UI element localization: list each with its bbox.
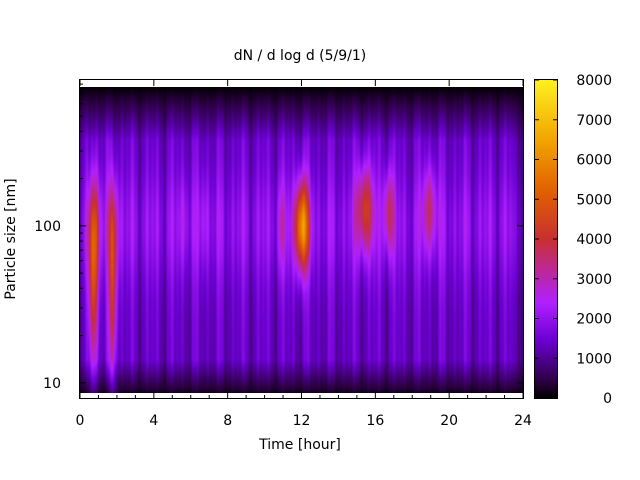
colorbar-tick-label: 2000: [576, 312, 612, 328]
colorbar: [535, 80, 557, 398]
plot-frame: [79, 79, 524, 399]
colorbar-tick-label: 3000: [576, 272, 612, 288]
heatmap-area: [80, 87, 523, 393]
y-axis-label: Particle size [nm]: [3, 178, 19, 299]
chart-title: dN / d log d (5/9/1): [234, 48, 367, 64]
colorbar-ticks: 0 1000 2000 3000 4000 5000 6000 7000 8000: [535, 73, 612, 407]
colorbar-tick-label: 5000: [576, 192, 612, 208]
colorbar-tick-label: 0: [603, 391, 612, 407]
x-tick-label: 16: [366, 413, 384, 429]
y-tick-label: 10: [43, 376, 61, 392]
x-tick-label: 4: [149, 413, 158, 429]
x-tick-label: 8: [223, 413, 232, 429]
x-axis-ticks: 0 4 8 12 16 20 24: [76, 80, 532, 429]
colorbar-tick-label: 1000: [576, 351, 612, 367]
colorbar-tick-label: 6000: [576, 153, 612, 169]
y-tick-label: 100: [34, 219, 61, 235]
colorbar-tick-label: 7000: [576, 113, 612, 129]
colorbar-tick-label: 4000: [576, 232, 612, 248]
colorbar-frame: [534, 79, 558, 399]
y-axis-ticks: 10 100: [34, 83, 523, 392]
x-tick-label: 20: [440, 413, 458, 429]
x-axis-label: Time [hour]: [258, 437, 341, 453]
x-tick-label: 24: [514, 413, 532, 429]
colorbar-tick-label: 8000: [576, 73, 612, 89]
x-tick-label: 12: [293, 413, 311, 429]
x-tick-label: 0: [76, 413, 85, 429]
